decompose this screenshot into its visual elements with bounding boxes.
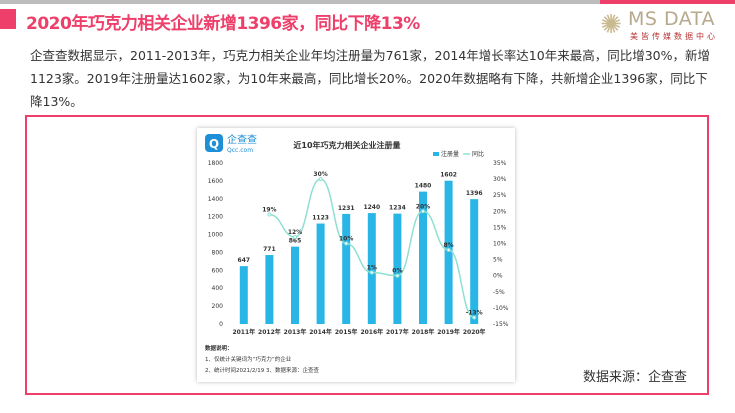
y-tick-label: 600 <box>212 267 224 274</box>
x-tick-label: 2017年 <box>386 328 409 336</box>
summary-paragraph: 企查查数据显示，2011-2013年，巧克力相关企业年均注册量为761家，201… <box>30 48 710 109</box>
bar-value-label: 1123 <box>312 215 329 222</box>
yoy-point <box>344 241 349 246</box>
bar <box>239 266 248 324</box>
bar <box>444 180 453 324</box>
y-tick-label: 200 <box>212 303 224 310</box>
bar <box>291 246 299 324</box>
y2-tick-label: 15% <box>493 224 507 231</box>
y2-tick-label: 35% <box>493 160 507 167</box>
logo-name: MS DATA <box>628 8 715 30</box>
brand-sub: Qcc.com <box>227 147 253 154</box>
bar-value-label: 865 <box>289 238 302 245</box>
x-tick-label: 2012年 <box>258 328 281 336</box>
bar-value-label: 1396 <box>466 190 483 197</box>
y2-tick-label: 30% <box>493 176 507 183</box>
x-tick-label: 2018年 <box>412 328 435 336</box>
yoy-value-label: 12% <box>288 229 302 236</box>
y-tick-label: 800 <box>212 249 224 256</box>
y-tick-label: 1800 <box>208 160 223 167</box>
qcc-logo-icon <box>205 134 223 152</box>
chart-note: 2、统计时间2021/2/19 3、数据来源：企查查 <box>205 366 319 374</box>
legend-line-label: 同比 <box>472 150 484 158</box>
ms-data-logo: ✺ MS DATA 美皆传媒数据中心 <box>596 8 731 41</box>
yoy-value-label: 19% <box>262 207 276 214</box>
y2-tick-label: -5% <box>493 289 505 296</box>
bar-value-label: 1240 <box>363 204 380 211</box>
y-tick-label: 0 <box>219 321 223 328</box>
chart-frame <box>25 115 709 395</box>
yoy-value-label: 10% <box>339 236 353 243</box>
logo-subtitle: 美皆传媒数据中心 <box>630 32 718 41</box>
bar-value-label: 771 <box>263 246 276 253</box>
bar-value-label: 1231 <box>338 205 355 212</box>
x-tick-label: 2013年 <box>284 328 307 336</box>
yoy-value-label: 30% <box>313 171 327 178</box>
yoy-value-label: 20% <box>416 203 430 210</box>
yoy-value-label: 1% <box>367 264 377 271</box>
y2-tick-label: 0% <box>493 273 503 280</box>
yoy-point <box>369 270 374 275</box>
page-title: 2020年巧克力相关企业新增1396家，同比下降13% <box>26 14 420 34</box>
bar <box>470 199 479 324</box>
yoy-value-label: 8% <box>444 242 454 249</box>
y2-tick-label: -15% <box>493 321 509 328</box>
brand-name: 企查查 <box>227 133 257 146</box>
y-tick-label: 1600 <box>208 178 223 185</box>
yoy-point <box>472 315 477 320</box>
x-tick-label: 2019年 <box>437 328 460 336</box>
bar-value-label: 647 <box>238 257 251 264</box>
y-tick-label: 1000 <box>208 232 223 239</box>
yoy-value-label: -13% <box>466 310 483 317</box>
yoy-point <box>293 235 297 240</box>
top-gray-bar <box>0 0 600 4</box>
qcc-logo-glyph: Q <box>209 137 219 151</box>
chart-note: 1、仅统计关键词为“巧克力”的企业 <box>205 355 292 363</box>
y2-tick-label: -10% <box>493 305 509 312</box>
sun-logo-icon: ✺ <box>600 10 622 40</box>
data-source: 数据来源：企查查 <box>583 370 688 385</box>
legend-bar-swatch <box>433 152 439 156</box>
chart-title: 近10年巧克力相关企业注册量 <box>293 140 400 150</box>
x-tick-label: 2015年 <box>335 328 358 336</box>
top-pink-bar <box>600 0 735 4</box>
x-tick-label: 2011年 <box>232 328 255 336</box>
bar-value-label: 1234 <box>389 205 406 212</box>
y-tick-label: 1400 <box>208 196 223 203</box>
bar <box>419 191 427 324</box>
yoy-point <box>318 177 323 182</box>
chart-image: Q 企查查 Qcc.com 近10年巧克力相关企业注册量注册量 同比 0 200 400 600… <box>197 128 515 382</box>
x-tick-label: 2020年 <box>463 328 486 336</box>
y2-tick-label: 20% <box>493 208 507 215</box>
yoy-point <box>395 273 400 278</box>
bar <box>316 223 325 324</box>
yoy-point <box>267 212 272 217</box>
yoy-point <box>446 247 451 252</box>
y-tick-label: 1200 <box>208 214 223 221</box>
yoy-value-label: 0% <box>392 268 402 275</box>
bar <box>367 213 376 324</box>
chart-note: 数据说明： <box>205 344 233 352</box>
y2-tick-label: 25% <box>493 192 507 199</box>
y2-tick-label: 5% <box>493 257 503 264</box>
y2-tick-label: 10% <box>493 241 507 248</box>
y-tick-label: 400 <box>212 285 224 292</box>
yoy-point <box>421 209 425 214</box>
title-marker <box>0 9 16 29</box>
bar <box>342 213 351 324</box>
bar-value-label: 1602 <box>440 172 457 179</box>
x-tick-label: 2016年 <box>360 328 383 336</box>
x-tick-label: 2014年 <box>309 328 332 336</box>
bar <box>265 255 274 324</box>
bar-value-label: 1480 <box>415 183 432 190</box>
legend-bar-label: 注册量 <box>441 150 459 158</box>
bar <box>393 213 402 324</box>
